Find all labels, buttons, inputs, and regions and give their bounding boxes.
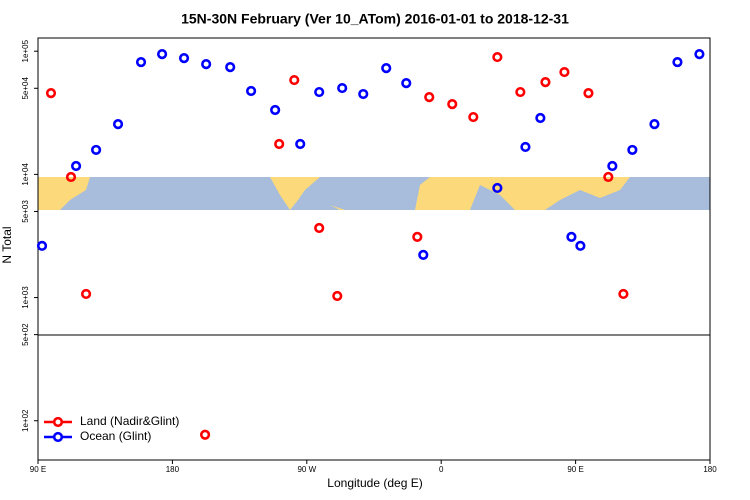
data-point xyxy=(492,51,503,63)
data-point xyxy=(112,118,124,130)
x-axis-label: Longitude (deg E) xyxy=(327,476,422,490)
data-point xyxy=(332,290,343,302)
data-point xyxy=(289,74,300,86)
data-point xyxy=(135,56,147,68)
data-point xyxy=(65,171,77,183)
data-point xyxy=(627,144,638,156)
x-tick-label: 90 W xyxy=(297,465,316,474)
data-point xyxy=(649,118,660,130)
data-point xyxy=(337,82,348,94)
y-tick-label: 5e+02 xyxy=(21,323,30,346)
data-point xyxy=(468,111,479,123)
data-point xyxy=(90,144,102,156)
data-point xyxy=(45,87,57,99)
data-point xyxy=(358,88,369,100)
data-point xyxy=(566,231,577,242)
world-map xyxy=(38,177,710,210)
data-point xyxy=(492,182,503,194)
data-point xyxy=(515,86,526,98)
data-point xyxy=(70,160,82,172)
data-point xyxy=(314,86,325,98)
data-point xyxy=(559,66,570,78)
data-point xyxy=(540,77,551,88)
data-point xyxy=(314,222,325,234)
x-tick-label: 0 xyxy=(439,465,444,474)
data-point xyxy=(418,249,429,260)
data-point xyxy=(575,240,586,251)
data-point xyxy=(672,56,683,68)
data-point xyxy=(225,61,236,73)
y-tick-label: 1e+04 xyxy=(21,163,30,186)
y-tick-label: 5e+04 xyxy=(21,77,30,100)
y-axis-label: N Total xyxy=(0,226,14,263)
x-tick-label: 90 E xyxy=(567,465,583,474)
data-point xyxy=(535,112,546,124)
y-tick-label: 1e+05 xyxy=(21,39,30,62)
data-point xyxy=(200,429,211,440)
data-point xyxy=(36,240,48,251)
y-tick-label: 5e+03 xyxy=(21,200,30,223)
data-point xyxy=(520,141,531,153)
data-point xyxy=(274,138,285,150)
data-point xyxy=(424,92,435,103)
data-point xyxy=(583,87,594,99)
legend-marker xyxy=(52,416,64,428)
x-tick-label: 180 xyxy=(166,465,180,474)
y-tick-label: 1e+02 xyxy=(21,409,30,432)
x-tick-label: 180 xyxy=(703,465,717,474)
data-point xyxy=(381,63,392,74)
data-point xyxy=(447,99,458,110)
chart-title: 15N-30N February (Ver 10_ATom) 2016-01-0… xyxy=(181,11,569,27)
legend-marker xyxy=(52,431,64,443)
data-point xyxy=(618,288,629,300)
data-point xyxy=(245,85,257,97)
data-point xyxy=(694,49,705,60)
data-point xyxy=(412,231,423,242)
data-point xyxy=(295,138,306,150)
data-point xyxy=(80,288,92,300)
legend-label: Land (Nadir&Glint) xyxy=(80,414,179,428)
data-point xyxy=(201,59,212,70)
data-point xyxy=(607,160,618,172)
data-point xyxy=(401,77,412,89)
plot-frame xyxy=(37,37,711,461)
data-point xyxy=(178,53,190,64)
legend-label: Ocean (Glint) xyxy=(80,429,151,443)
y-tick-label: 1e+03 xyxy=(21,286,30,309)
data-point xyxy=(156,49,168,60)
data-point xyxy=(603,171,614,183)
x-tick-label: 90 E xyxy=(30,465,46,474)
data-point xyxy=(270,104,281,116)
